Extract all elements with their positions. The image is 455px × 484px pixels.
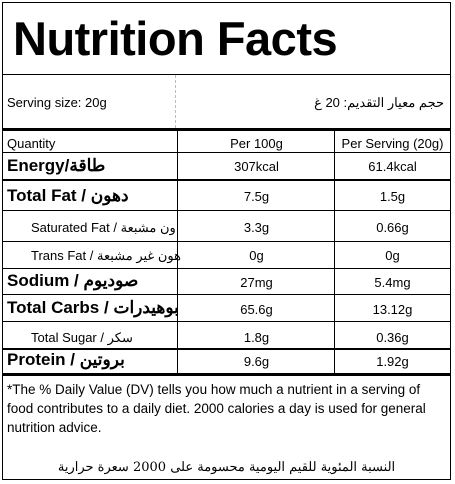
nutrient-row-total-carbs: Total Carbs / بوهيدرات 65.6g 13.12g (3, 295, 450, 320)
row-divider (3, 294, 450, 295)
nutrient-per-100g: 3.3g (243, 220, 270, 235)
nutrient-per-100g: 307kcal (234, 159, 279, 174)
row-divider (3, 268, 450, 269)
nutrient-per-serving: 61.4kcal (368, 159, 417, 174)
daily-value-note: *The % Daily Value (DV) tells you how mu… (7, 382, 426, 435)
page-title: Nutrition Facts (13, 12, 338, 65)
nutrient-name: Energy/طاقة (7, 156, 106, 175)
nutrient-per-serving: 1.5g (379, 189, 406, 204)
daily-value-note-ar: النسبة المئوية للقيم اليومية محسومة على … (57, 460, 396, 475)
footer-section: *The % Daily Value (DV) tells you how mu… (3, 373, 450, 479)
nutrient-per-serving: 0.66g (376, 220, 409, 235)
row-divider (3, 152, 450, 153)
nutrient-row-saturated-fat: Saturated Fat / ون مشبعة 3.3g 0.66g (3, 211, 450, 241)
column-divider (334, 131, 335, 373)
nutrient-per-100g: 1.8g (243, 330, 270, 345)
nutrient-name: Protein / بروتين (7, 350, 125, 369)
nutrient-per-serving: 13.12g (372, 302, 413, 317)
nutrient-name: Sodium / صوديوم (7, 271, 139, 290)
row-divider (3, 348, 450, 350)
nutrient-name: Total Fat / دهون (7, 186, 129, 205)
nutrient-name: Saturated Fat / ون مشبعة (31, 220, 176, 235)
column-divider (177, 131, 178, 373)
row-divider (3, 179, 450, 181)
header-per-100g: Per 100g (230, 136, 283, 151)
nutrient-per-serving: 5.4mg (374, 275, 411, 290)
header-quantity: Quantity (7, 136, 56, 151)
nutrient-row-total-fat: Total Fat / دهون 7.5g 1.5g (3, 181, 450, 209)
row-divider (3, 321, 450, 322)
serving-size-ar: حجم معيار التقديم: 20 غ (314, 95, 444, 110)
row-divider (3, 241, 450, 242)
nutrient-name: Trans Fat / هون غير مشبعة (31, 248, 181, 263)
nutrient-name: Total Carbs / بوهيدرات (7, 298, 179, 317)
nutrient-per-serving: 1.92g (376, 354, 409, 369)
nutrient-per-100g: 0g (249, 248, 264, 263)
table-header-row: Quantity Per 100g Per Serving (20g) (3, 134, 450, 152)
serving-size-section: Serving size: 20g حجم معيار التقديم: 20 … (3, 75, 450, 131)
nutrient-name: Total Sugar / سكر (31, 330, 133, 345)
nutrient-row-energy: Energy/طاقة 307kcal 61.4kcal (3, 153, 450, 178)
nutrient-row-sodium: Sodium / صوديوم 27mg 5.4mg (3, 269, 450, 293)
nutrient-per-100g: 27mg (240, 275, 273, 290)
title-section: Nutrition Facts (3, 3, 450, 75)
header-per-serving: Per Serving (20g) (341, 136, 444, 151)
nutrient-per-100g: 65.6g (240, 302, 273, 317)
nutrient-per-100g: 9.6g (243, 354, 270, 369)
nutrient-row-total-sugar: Total Sugar / سكر 1.8g 0.36g (3, 322, 450, 348)
serving-size-en: Serving size: 20g (7, 95, 107, 110)
serving-divider (175, 75, 176, 128)
nutrient-per-100g: 7.5g (243, 189, 270, 204)
nutrition-label: Nutrition Facts Serving size: 20g حجم مع… (2, 2, 451, 480)
row-divider (3, 210, 450, 211)
nutrient-row-trans-fat: Trans Fat / هون غير مشبعة 0g 0g (3, 242, 450, 268)
nutrient-row-protein: Protein / بروتين 9.6g 1.92g (3, 350, 450, 372)
nutrient-per-serving: 0g (385, 248, 400, 263)
nutrient-per-serving: 0.36g (376, 330, 409, 345)
